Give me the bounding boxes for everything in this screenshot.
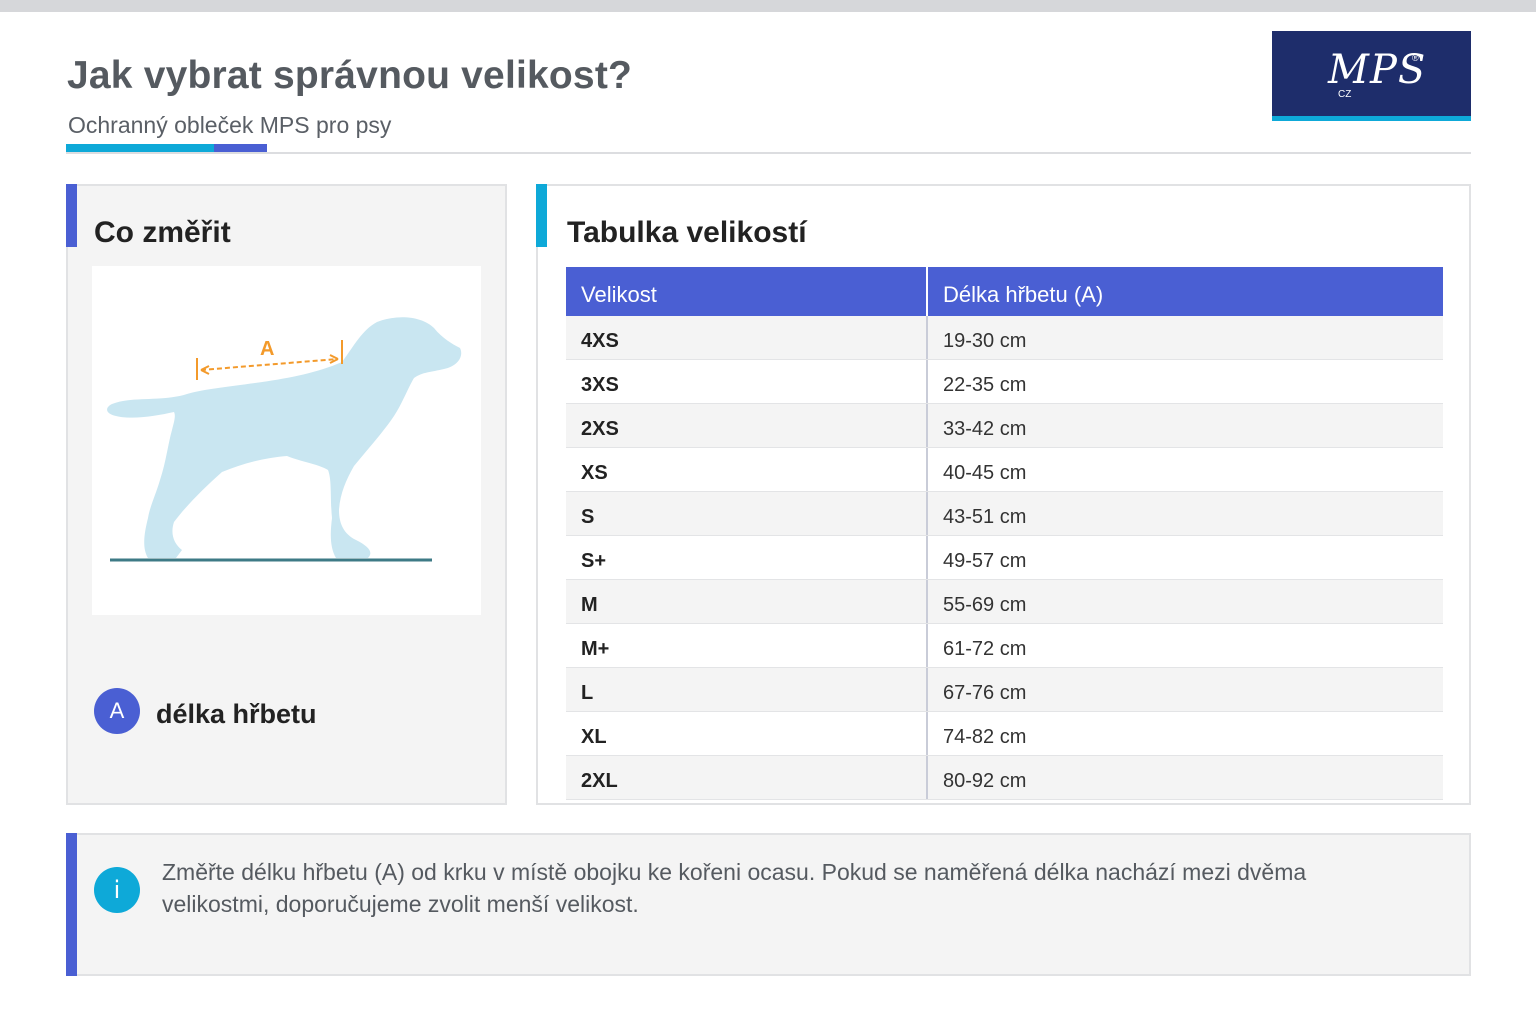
table-row: S+ 49-57 cm [566, 536, 1443, 580]
size-cell: 2XS [581, 418, 619, 440]
column-header-back-length: Délka hřbetu (A) [926, 267, 1443, 316]
length-cell: 40-45 cm [926, 448, 1443, 491]
size-cell: M [581, 594, 598, 616]
legend-badge-a: A [94, 688, 140, 734]
logo-registered-mark: ® [1412, 53, 1419, 63]
size-table-panel-accent [536, 184, 547, 247]
table-row: M+ 61-72 cm [566, 624, 1443, 668]
info-box-accent [66, 833, 77, 976]
table-row: XS 40-45 cm [566, 448, 1443, 492]
legend-label-back-length: délka hřbetu [156, 699, 317, 729]
table-row: L 67-76 cm [566, 668, 1443, 712]
size-cell: 4XS [581, 330, 619, 352]
size-cell: L [581, 682, 594, 704]
dog-body-shape [107, 317, 462, 558]
table-row: 2XS 33-42 cm [566, 404, 1443, 448]
measure-panel-accent [66, 184, 77, 247]
table-header: Velikost Délka hřbetu (A) [566, 267, 1443, 316]
info-text: Změřte délku hřbetu (A) od krku v místě … [162, 859, 1307, 917]
measure-arrow-left [200, 365, 210, 375]
info-icon: i [94, 867, 140, 913]
logo-stripe [1272, 116, 1471, 121]
size-cell: XS [581, 462, 608, 484]
top-bar [0, 0, 1536, 12]
table-row: 4XS 19-30 cm [566, 316, 1443, 360]
table-row: S 43-51 cm [566, 492, 1443, 536]
length-cell: 19-30 cm [926, 316, 1443, 359]
header-accent-cyan [66, 144, 214, 152]
measure-dashed-line [200, 358, 339, 371]
table-row: 2XL 80-92 cm [566, 756, 1443, 800]
length-cell: 61-72 cm [926, 624, 1443, 667]
length-cell: 22-35 cm [926, 360, 1443, 403]
table-row: XL 74-82 cm [566, 712, 1443, 756]
size-cell: S [581, 506, 595, 528]
length-cell: 74-82 cm [926, 712, 1443, 755]
dog-diagram: A [92, 266, 481, 615]
size-cell: 2XL [581, 770, 618, 792]
measure-arrow-right [329, 354, 339, 364]
size-cell: M+ [581, 638, 610, 660]
length-cell: 43-51 cm [926, 492, 1443, 535]
page-subtitle: Ochranný obleček MPS pro psy [68, 112, 392, 138]
size-table: Velikost Délka hřbetu (A) 4XS 19-30 cm 3X… [566, 267, 1443, 800]
length-cell: 33-42 cm [926, 404, 1443, 447]
page-title: Jak vybrat správnou velikost? [67, 54, 633, 97]
length-cell: 49-57 cm [926, 536, 1443, 579]
length-cell: 55-69 cm [926, 580, 1443, 623]
measure-label-a: A [260, 338, 274, 360]
size-cell: XL [581, 726, 607, 748]
length-cell: 67-76 cm [926, 668, 1443, 711]
dog-silhouette-icon: A [107, 317, 462, 562]
size-cell: S+ [581, 550, 607, 572]
table-body: 4XS 19-30 cm 3XS 22-35 cm 2XS 33-42 cm XS 40… [566, 316, 1443, 800]
header-accent-blue [214, 144, 267, 152]
length-cell: 80-92 cm [926, 756, 1443, 799]
logo-text: MPS [1328, 47, 1427, 93]
brand-logo: MPS ® CZ [1272, 31, 1471, 121]
table-row: 3XS 22-35 cm [566, 360, 1443, 404]
logo-small-text: CZ [1338, 89, 1352, 100]
header-divider [66, 152, 1471, 154]
column-header-size: Velikost [581, 282, 657, 307]
table-row: M 55-69 cm [566, 580, 1443, 624]
size-table-title: Tabulka velikostí [567, 216, 807, 249]
measure-panel-title: Co změřit [94, 216, 231, 249]
size-cell: 3XS [581, 374, 619, 396]
